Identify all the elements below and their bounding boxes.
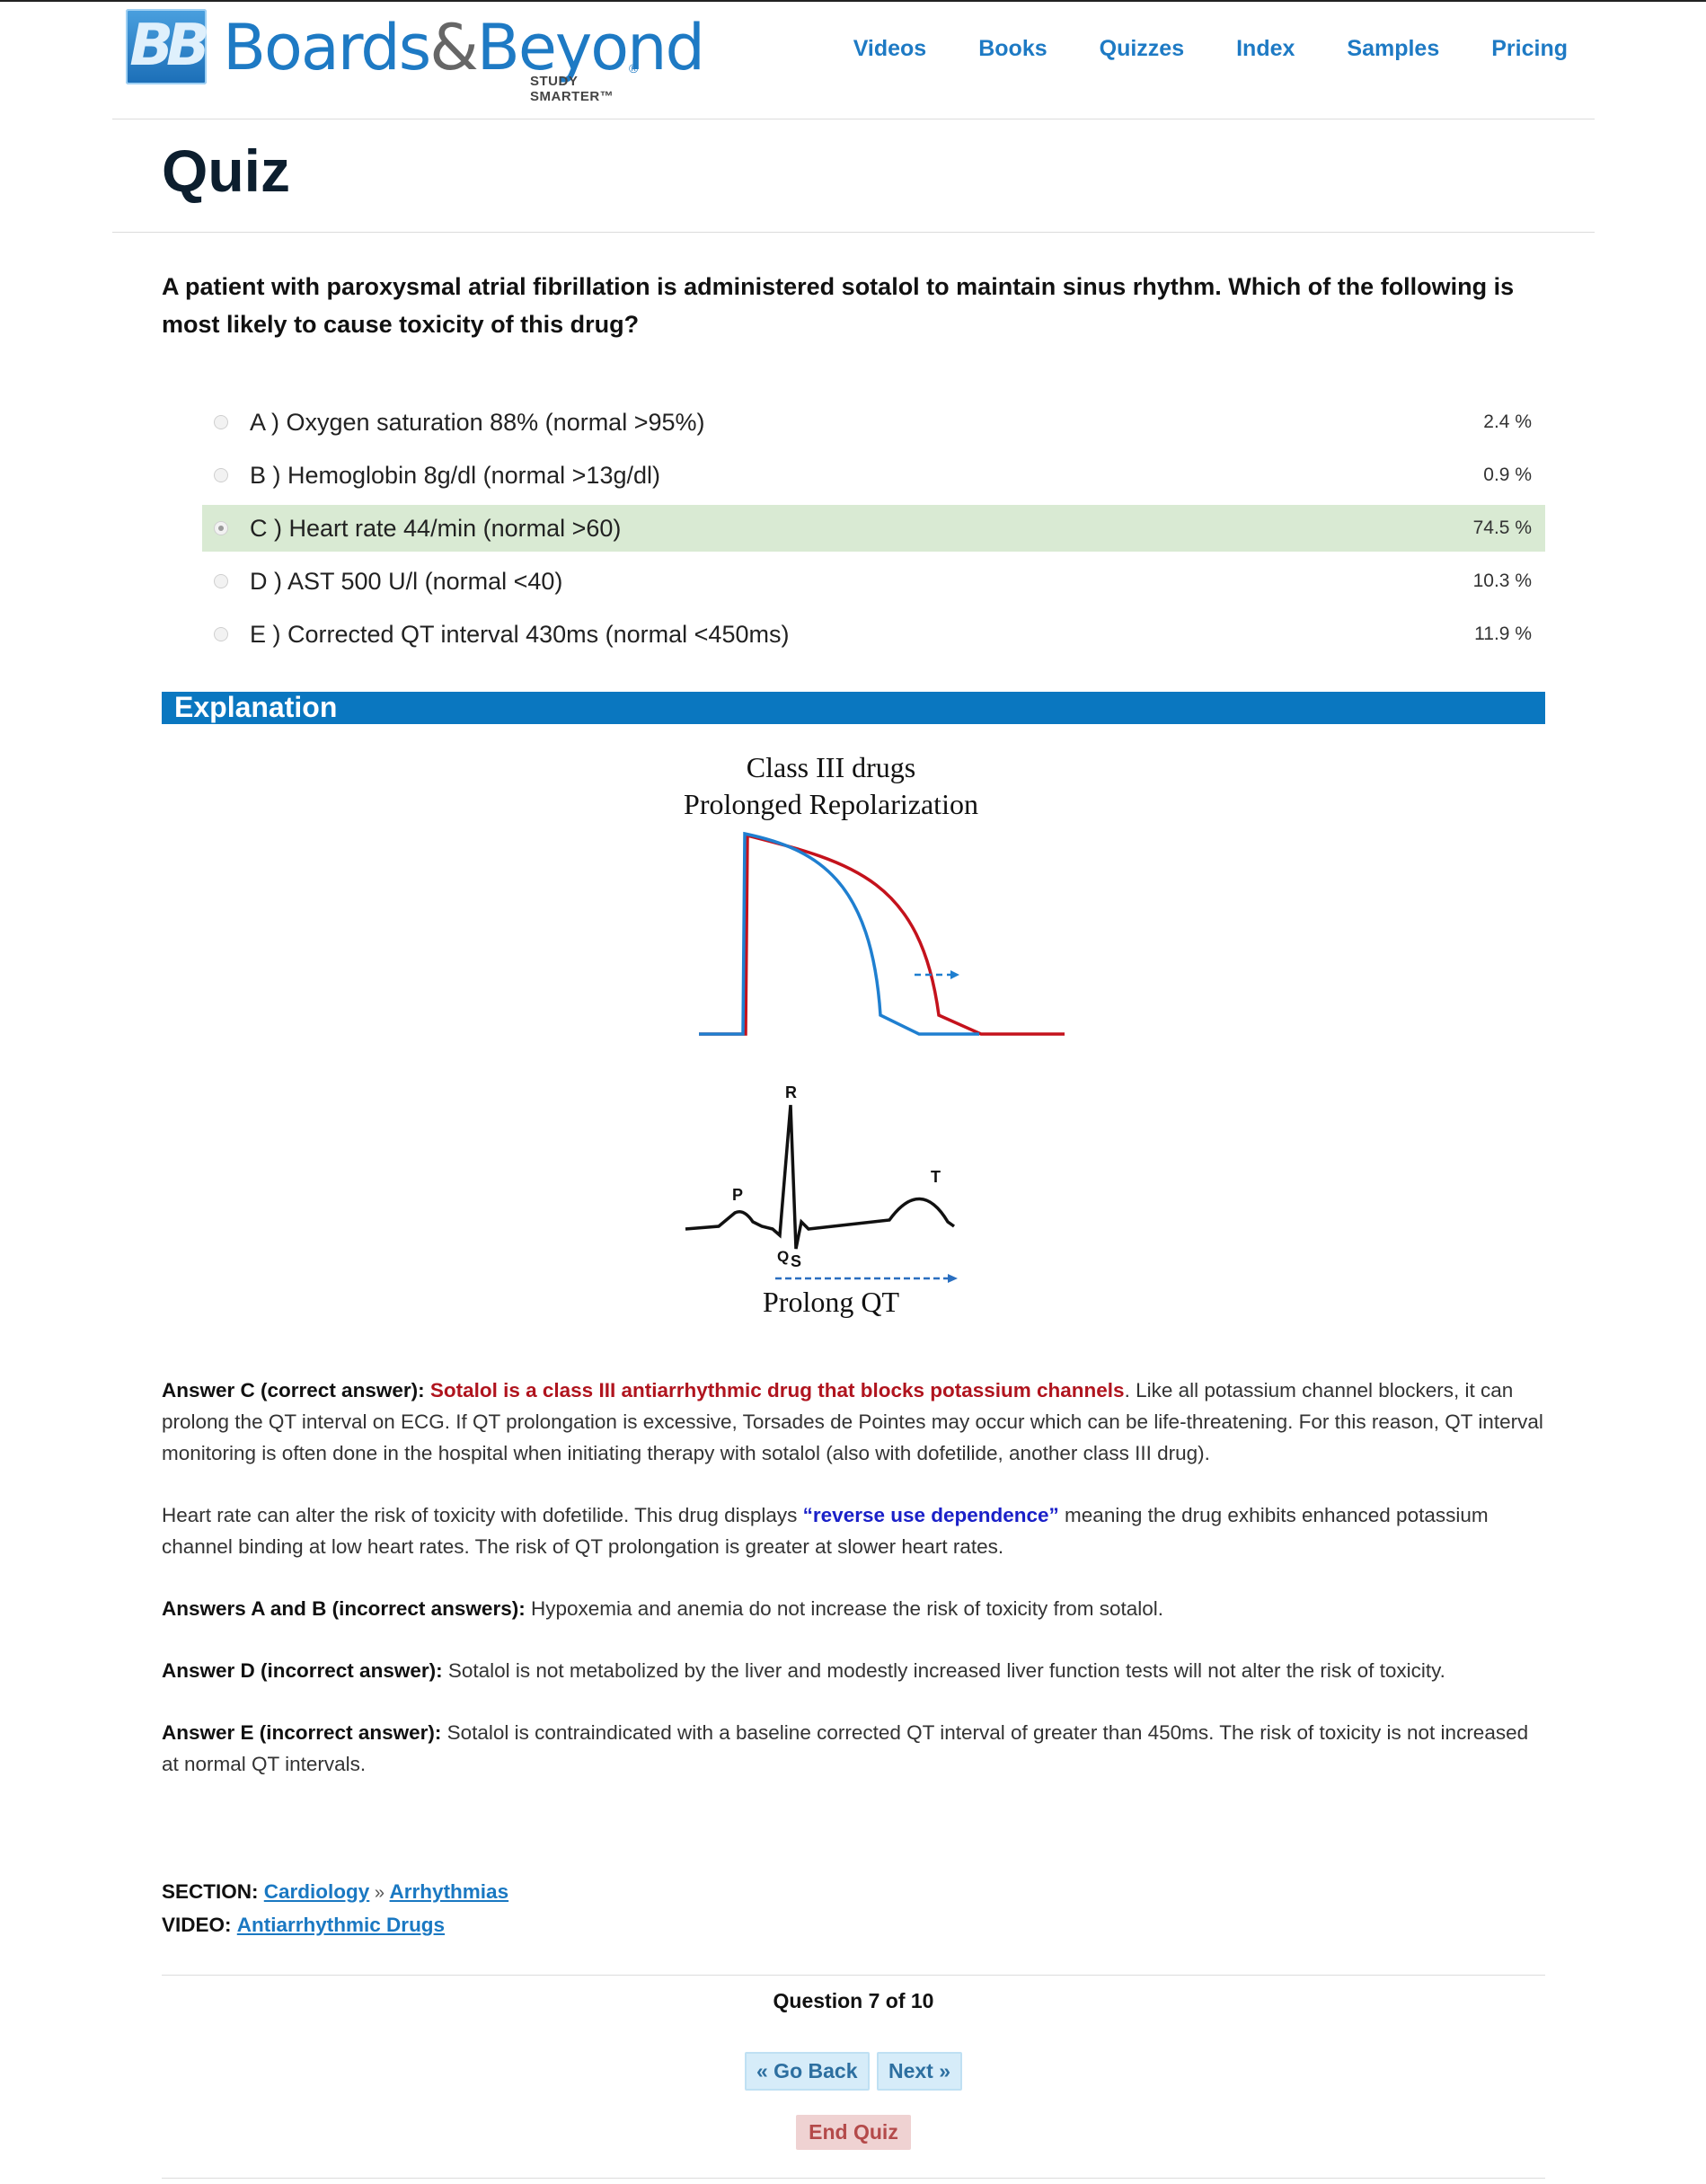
reverse-use-dependence-highlight: “reverse use dependence”: [802, 1504, 1059, 1526]
explanation-body: Answer C (correct answer): Sotalol is a …: [162, 1375, 1545, 1810]
logo-word-2: Beyond: [476, 11, 705, 84]
pager-top-divider: [162, 1975, 1545, 1976]
section-line: SECTION: Cardiology » Arrhythmias: [162, 1876, 1545, 1909]
video-link[interactable]: Antiarrhythmic Drugs: [236, 1914, 446, 1936]
answers-ab-paragraph: Answers A and B (incorrect answers): Hyp…: [162, 1593, 1545, 1624]
next-button[interactable]: Next »: [876, 2052, 962, 2091]
answer-e-lead: Answer E (incorrect answer):: [162, 1721, 442, 1744]
option-label: C ) Heart rate 44/min (normal >60): [250, 514, 622, 542]
logo-amp: &: [429, 11, 479, 84]
logo-mark-text: BB: [129, 13, 210, 79]
pager-buttons: « Go Back Next »: [162, 2052, 1545, 2091]
answer-c-lead: Answer C (correct answer):: [162, 1379, 425, 1401]
figure-title-line1: Class III drugs: [747, 751, 915, 783]
site-header: BB Boards&Beyond ® STUDY SMARTER™ Videos…: [112, 0, 1595, 119]
video-label: VIDEO:: [162, 1914, 232, 1936]
section-link-arrhythmias[interactable]: Arrhythmias: [389, 1880, 509, 1903]
radio-icon[interactable]: [214, 468, 228, 482]
radio-icon[interactable]: [214, 415, 228, 429]
nav-pricing[interactable]: Pricing: [1491, 36, 1568, 61]
baseline-action-potential-curve: [699, 831, 979, 1036]
option-percent: 10.3 %: [1472, 570, 1532, 591]
go-back-button[interactable]: « Go Back: [745, 2052, 870, 2091]
logo-mark-icon: BB: [126, 9, 210, 84]
answer-c-text: . Like all potassium channel blockers, i…: [162, 1379, 1543, 1464]
section-meta: SECTION: Cardiology » Arrhythmias VIDEO:…: [162, 1876, 1545, 1941]
heart-rate-paragraph: Heart rate can alter the risk of toxicit…: [162, 1499, 1545, 1562]
option-a[interactable]: A ) Oxygen saturation 88% (normal >95%) …: [202, 399, 1545, 446]
answer-c-paragraph: Answer C (correct answer): Sotalol is a …: [162, 1375, 1545, 1469]
brand-logo[interactable]: BB Boards&Beyond ® STUDY SMARTER™: [126, 9, 705, 104]
option-b[interactable]: B ) Hemoglobin 8g/dl (normal >13g/dl) 0.…: [202, 452, 1545, 499]
page-title: Quiz: [162, 137, 290, 204]
answer-e-paragraph: Answer E (incorrect answer): Sotalol is …: [162, 1717, 1545, 1780]
answer-d-lead: Answer D (incorrect answer):: [162, 1659, 443, 1682]
main-nav: Videos Books Quizzes Index Samples Prici…: [801, 36, 1568, 62]
answer-d-text: Sotalol is not metabolized by the liver …: [442, 1659, 1445, 1682]
title-section: Quiz: [112, 119, 1595, 233]
option-percent: 2.4 %: [1483, 411, 1532, 432]
logo-wordmark: Boards&Beyond: [223, 11, 705, 84]
nav-samples[interactable]: Samples: [1347, 36, 1440, 61]
ecg-label-q: Q: [777, 1248, 789, 1265]
explanation-bar: Explanation: [162, 691, 1545, 724]
explanation-heading: Explanation: [174, 691, 338, 723]
option-percent: 11.9 %: [1474, 623, 1532, 644]
nav-books[interactable]: Books: [978, 36, 1047, 61]
radio-icon[interactable]: [214, 627, 228, 641]
top-border: [0, 0, 1706, 2]
answers-ab-lead: Answers A and B (incorrect answers):: [162, 1597, 526, 1620]
radio-icon[interactable]: [214, 574, 228, 588]
section-link-cardiology[interactable]: Cardiology: [263, 1880, 370, 1903]
p2-end: meaning the drug exhibits enhanced potas…: [162, 1504, 1489, 1558]
option-label: D ) AST 500 U/l (normal <40): [250, 567, 563, 595]
logo-tagline: STUDY SMARTER™: [530, 74, 614, 104]
option-e[interactable]: E ) Corrected QT interval 430ms (normal …: [202, 611, 1545, 658]
breadcrumb-separator: »: [369, 1883, 390, 1903]
nav-index[interactable]: Index: [1236, 36, 1295, 61]
prolonged-repolarization-curve: [699, 833, 1065, 1036]
video-line: VIDEO: Antiarrhythmic Drugs: [162, 1909, 1545, 1941]
answer-e-text: Sotalol is contraindicated with a baseli…: [162, 1721, 1529, 1775]
question-text: A patient with paroxysmal atrial fibrill…: [162, 273, 1515, 338]
section-label: SECTION:: [162, 1880, 259, 1903]
option-d[interactable]: D ) AST 500 U/l (normal <40) 10.3 %: [202, 558, 1545, 605]
option-percent: 74.5 %: [1472, 517, 1532, 538]
pager-bottom-divider: [162, 2178, 1545, 2179]
figure-title-line2: Prolonged Repolarization: [684, 788, 978, 820]
ecg-label-t: T: [931, 1168, 941, 1186]
qt-arrow-head-icon: [948, 1274, 958, 1283]
ecg-label-p: P: [732, 1186, 743, 1204]
p2-start: Heart rate can alter the risk of toxicit…: [162, 1504, 803, 1526]
option-label: A ) Oxygen saturation 88% (normal >95%): [250, 408, 705, 436]
answer-d-paragraph: Answer D (incorrect answer): Sotalol is …: [162, 1655, 1545, 1686]
end-quiz-row: End Quiz: [162, 2115, 1545, 2150]
shift-arrow-head-icon: [950, 970, 959, 979]
answer-options: A ) Oxygen saturation 88% (normal >95%) …: [202, 399, 1545, 664]
ecg-trace: [685, 1104, 956, 1250]
nav-videos[interactable]: Videos: [853, 36, 927, 61]
action-potential-figure: Class III drugs Prolonged Repolarization…: [684, 751, 1065, 1318]
option-c[interactable]: C ) Heart rate 44/min (normal >60) 74.5 …: [202, 505, 1545, 552]
answers-ab-text: Hypoxemia and anemia do not increase the…: [525, 1597, 1164, 1620]
question-counter: Question 7 of 10: [773, 1989, 934, 2012]
nav-quizzes[interactable]: Quizzes: [1099, 36, 1185, 61]
ecg-label-s: S: [791, 1252, 801, 1270]
end-quiz-button[interactable]: End Quiz: [796, 2115, 911, 2150]
option-label: B ) Hemoglobin 8g/dl (normal >13g/dl): [250, 461, 660, 489]
logo-word-1: Boards: [223, 11, 431, 84]
option-percent: 0.9 %: [1483, 464, 1532, 485]
answer-c-highlight: Sotalol is a class III antiarrhythmic dr…: [429, 1379, 1125, 1401]
option-label: E ) Corrected QT interval 430ms (normal …: [250, 620, 790, 648]
ecg-label-r: R: [785, 1083, 797, 1101]
radio-checked-icon[interactable]: [214, 521, 228, 535]
figure-caption: Prolong QT: [763, 1286, 899, 1318]
logo-registered-mark: ®: [629, 61, 639, 75]
